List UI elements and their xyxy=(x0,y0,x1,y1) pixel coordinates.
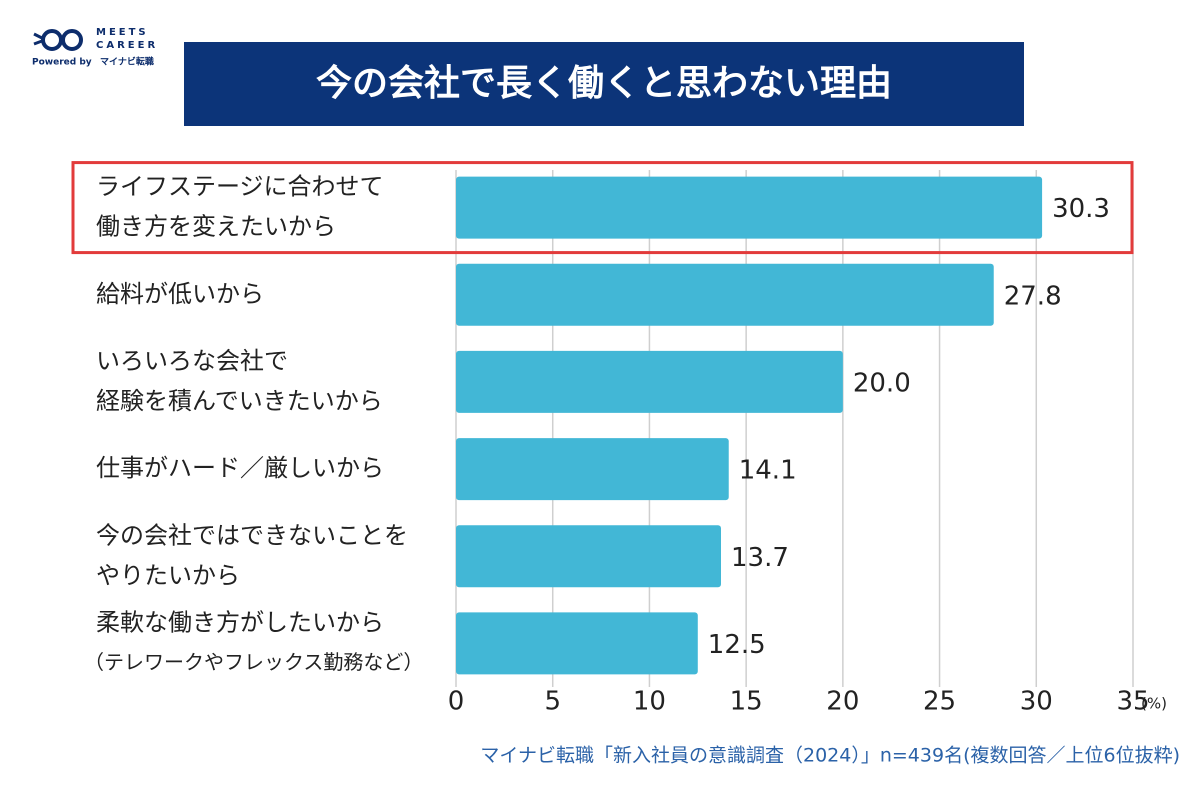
logo-name: CAREER xyxy=(96,40,158,51)
bar xyxy=(456,612,698,675)
bar xyxy=(456,525,721,588)
category-label: 働き方を変えたいから xyxy=(96,213,336,241)
logo: MEETS CAREER Powered by マイナビ転職 xyxy=(32,27,158,68)
value-label: 27.8 xyxy=(1004,281,1062,311)
bar xyxy=(456,350,843,413)
value-label: 20.0 xyxy=(853,368,911,398)
x-tick-label: 30 xyxy=(1020,687,1053,717)
bar xyxy=(456,263,994,326)
logo-icon xyxy=(61,29,83,51)
x-tick-label: 10 xyxy=(633,687,666,717)
value-label: 13.7 xyxy=(731,543,789,573)
bar xyxy=(456,438,729,501)
logo-name: MEETS xyxy=(96,27,149,38)
category-label: いろいろな会社で xyxy=(96,347,288,375)
category-label: 仕事がハード／厳しいから xyxy=(96,454,384,482)
logo-icon xyxy=(33,32,43,46)
title-box xyxy=(184,42,1024,126)
logo-powered: Powered by xyxy=(32,58,92,68)
category-label: 給料が低いから xyxy=(96,280,264,308)
category-label: 経験を積んでいきたいから xyxy=(96,387,383,415)
x-tick-label: 25 xyxy=(923,687,956,717)
x-tick-label: 20 xyxy=(826,687,859,717)
category-label: （テレワークやフレックス勤務など） xyxy=(84,650,423,674)
bar xyxy=(456,176,1043,239)
logo-brand: マイナビ転職 xyxy=(100,56,154,68)
category-label: 柔軟な働き方がしたいから xyxy=(96,608,384,636)
category-label: ライフステージに合わせて xyxy=(96,173,384,201)
category-label: 今の会社ではできないことを xyxy=(96,521,408,549)
x-unit: (%) xyxy=(1141,695,1167,713)
chart-title: 今の会社で長く働くと思わない理由 xyxy=(316,63,892,104)
x-tick-label: 15 xyxy=(730,687,763,717)
category-label: やりたいから xyxy=(96,561,240,589)
x-tick-label: 5 xyxy=(544,687,561,717)
source: マイナビ転職「新入社員の意識調査（2024）」n=439名(複数回答／上位6位抜… xyxy=(480,745,1180,767)
value-label: 30.3 xyxy=(1052,194,1110,224)
x-tick-label: 35 xyxy=(1116,687,1149,717)
highlight-box xyxy=(71,161,1134,255)
value-label: 14.1 xyxy=(739,456,797,486)
x-tick-label: 0 xyxy=(448,687,465,717)
value-label: 12.5 xyxy=(708,630,766,660)
